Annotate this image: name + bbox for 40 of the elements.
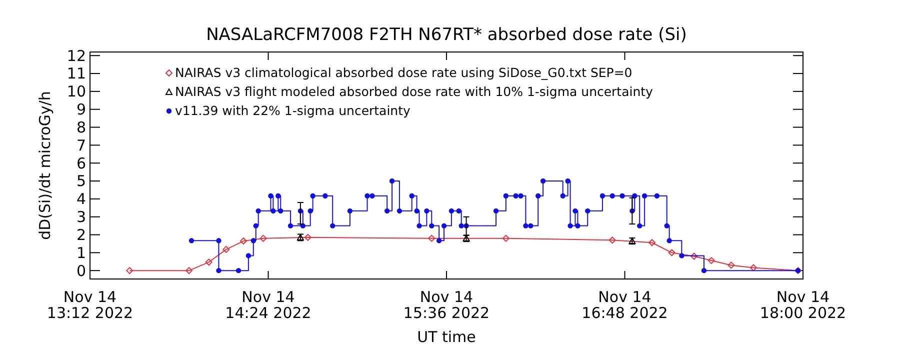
y-tick-label: 4 [76,190,86,208]
point [304,234,312,241]
chart-title: NASALaRCFM7008 F2TH N67RT* absorbed dose rate (Si) [206,25,687,45]
point [205,258,212,266]
point [126,267,134,274]
y-tick-label: 10 [66,82,86,101]
legend-label: NAIRAS v3 climatological absorbed dose rate using SiDose_G0.txt SEP=0 [175,65,632,80]
y-tick-label: 6 [76,154,86,172]
y-axis-title: dD(Si)/dt microGy/h [36,91,54,240]
point [750,264,757,272]
x-tick-label: Nov 14 18:00 2022 [760,288,846,322]
x-tick-label: Nov 14 14:24 2022 [225,288,312,322]
x-axis-title: UT time [417,328,476,346]
y-tick-label: 0 [76,262,86,280]
y-tick-label: 3 [76,208,86,226]
x-tick-label: Nov 14 13:12 2022 [46,288,134,322]
point [728,262,735,269]
point [186,267,193,274]
y-tick-label: 5 [76,172,86,190]
y-tick-label: 12 [66,46,86,65]
y-tick-label: 1 [76,244,86,262]
point [222,246,230,253]
y-tick-label: 8 [76,118,86,136]
point [240,238,247,245]
point [502,234,510,242]
x-tick-label: Nov 14 15:36 2022 [403,288,490,322]
y-tick-label: 7 [76,136,86,154]
point [428,234,436,242]
point [648,239,656,246]
y-tick-label: 2 [76,226,86,244]
point [260,234,267,242]
point [690,252,698,260]
y-tick-label: 9 [76,100,86,119]
point [708,257,715,264]
legend-label: NAIRAS v3 flight modeled absorbed dose rate with 10% 1-sigma uncertainty [175,84,654,99]
y-tick-label: 11 [66,64,86,83]
point [668,249,676,256]
legend-label: v11.39 with 22% 1-sigma uncertainty [175,103,412,118]
point [608,236,616,244]
x-tick-label: Nov 14 16:48 2022 [582,288,668,322]
